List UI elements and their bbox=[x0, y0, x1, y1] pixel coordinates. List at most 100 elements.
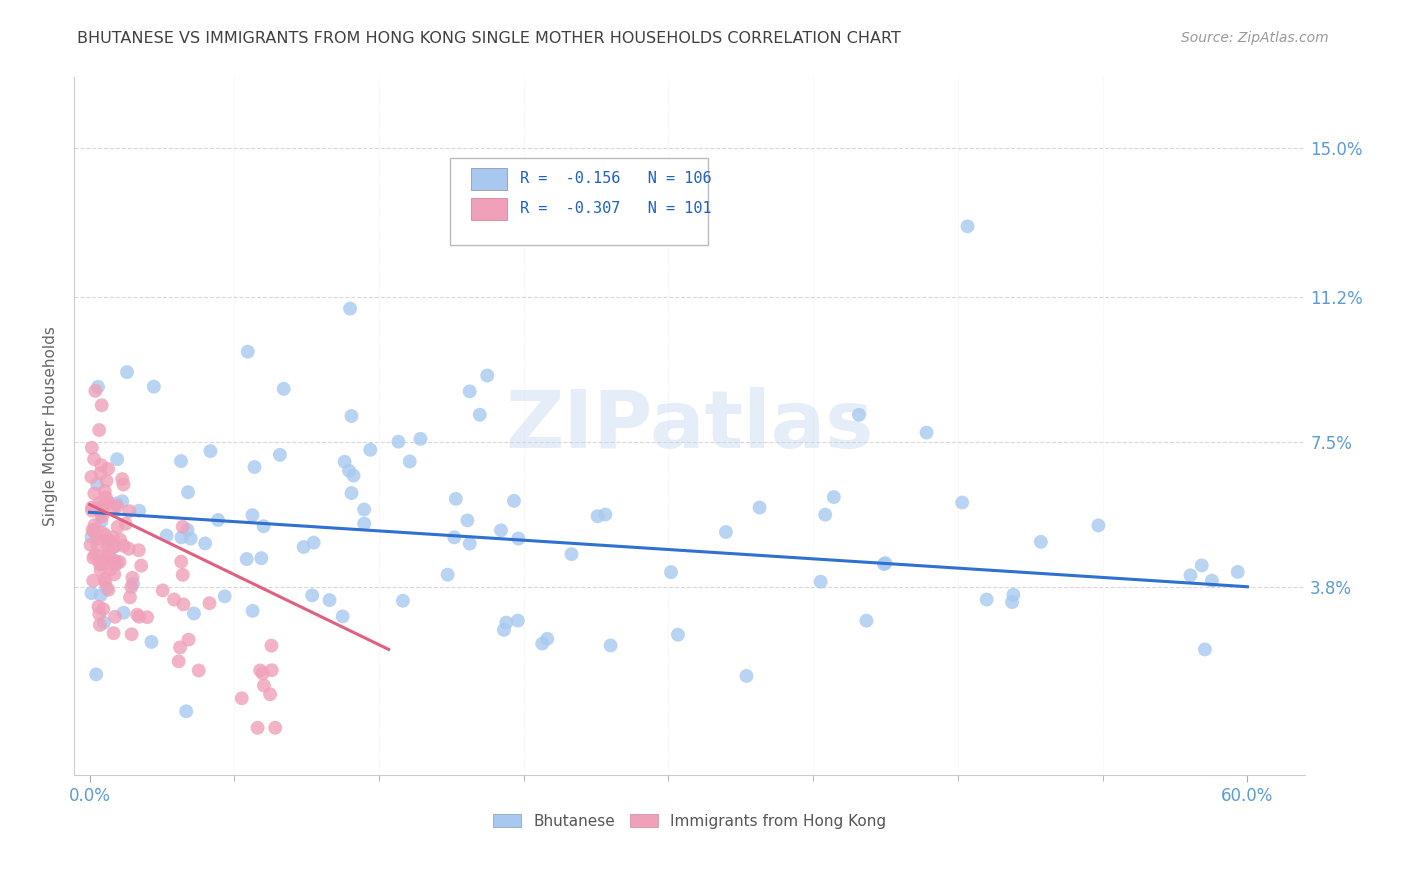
Point bbox=[318, 593, 340, 607]
Text: R =  -0.307   N = 101: R = -0.307 N = 101 bbox=[520, 201, 711, 216]
Point bbox=[89, 423, 111, 437]
Point bbox=[80, 441, 103, 455]
Point bbox=[94, 490, 117, 504]
Point bbox=[353, 502, 375, 516]
Point bbox=[177, 632, 200, 647]
Point bbox=[735, 669, 758, 683]
Point bbox=[489, 524, 512, 538]
Point bbox=[98, 533, 121, 548]
Point bbox=[112, 477, 135, 491]
Point bbox=[90, 502, 112, 516]
Point bbox=[163, 592, 186, 607]
Text: R =  -0.156   N = 106: R = -0.156 N = 106 bbox=[520, 171, 711, 186]
Point bbox=[976, 592, 998, 607]
Point bbox=[89, 549, 111, 564]
Point bbox=[115, 365, 138, 379]
Point bbox=[250, 551, 273, 566]
Point bbox=[91, 501, 114, 516]
Point bbox=[956, 219, 979, 234]
Point bbox=[80, 500, 103, 515]
Point bbox=[156, 528, 179, 542]
Point bbox=[103, 567, 125, 582]
Point bbox=[121, 627, 143, 641]
Point bbox=[93, 615, 115, 630]
Point bbox=[337, 464, 360, 478]
Point bbox=[176, 523, 198, 537]
Point bbox=[89, 607, 111, 621]
Point bbox=[183, 607, 205, 621]
Point bbox=[90, 458, 112, 472]
Point bbox=[82, 523, 104, 537]
Point bbox=[242, 604, 264, 618]
Point bbox=[90, 563, 112, 577]
Point bbox=[260, 663, 283, 677]
Point bbox=[560, 547, 582, 561]
Point bbox=[90, 503, 112, 517]
Point bbox=[94, 528, 117, 542]
Point bbox=[101, 530, 124, 544]
Bar bbox=[471, 198, 508, 220]
Point bbox=[80, 503, 103, 517]
Point bbox=[108, 555, 131, 569]
Point bbox=[104, 557, 127, 571]
Point bbox=[436, 567, 458, 582]
Point bbox=[105, 555, 128, 569]
Point bbox=[83, 524, 105, 538]
Point bbox=[1087, 518, 1109, 533]
Point bbox=[340, 409, 363, 423]
Point bbox=[823, 490, 845, 504]
Point bbox=[1191, 558, 1213, 573]
Point bbox=[873, 557, 896, 571]
Point bbox=[86, 539, 108, 553]
Point bbox=[748, 500, 770, 515]
Point bbox=[112, 539, 135, 553]
Point bbox=[714, 524, 737, 539]
Point bbox=[468, 408, 491, 422]
Point bbox=[90, 514, 112, 528]
Point bbox=[458, 384, 481, 399]
Point bbox=[152, 583, 174, 598]
Point bbox=[83, 452, 105, 467]
Point bbox=[392, 593, 415, 607]
Point bbox=[96, 581, 118, 595]
FancyBboxPatch shape bbox=[450, 158, 709, 244]
Point bbox=[84, 384, 107, 398]
Point bbox=[83, 518, 105, 533]
Point bbox=[128, 609, 150, 624]
Point bbox=[177, 485, 200, 500]
Point bbox=[104, 609, 127, 624]
Point bbox=[301, 588, 323, 602]
Point bbox=[89, 467, 111, 481]
Point bbox=[398, 454, 420, 468]
Point bbox=[1226, 565, 1249, 579]
Point bbox=[260, 639, 283, 653]
Point bbox=[503, 494, 526, 508]
Point bbox=[86, 532, 108, 546]
Point bbox=[194, 536, 217, 550]
Point bbox=[1002, 588, 1025, 602]
Text: BHUTANESE VS IMMIGRANTS FROM HONG KONG SINGLE MOTHER HOUSEHOLDS CORRELATION CHAR: BHUTANESE VS IMMIGRANTS FROM HONG KONG S… bbox=[77, 31, 901, 46]
Point bbox=[359, 442, 381, 457]
Point bbox=[89, 618, 111, 632]
Point bbox=[80, 586, 103, 600]
Point bbox=[83, 548, 105, 562]
Point bbox=[91, 525, 114, 540]
Point bbox=[477, 368, 499, 383]
Point bbox=[531, 636, 554, 650]
Point bbox=[79, 538, 101, 552]
Point bbox=[242, 508, 264, 523]
Point bbox=[659, 565, 682, 579]
Point bbox=[129, 558, 152, 573]
Point bbox=[112, 606, 135, 620]
Point bbox=[82, 550, 104, 565]
Point bbox=[87, 380, 110, 394]
Point bbox=[174, 704, 197, 718]
Point bbox=[333, 455, 356, 469]
Point bbox=[207, 513, 229, 527]
Point bbox=[96, 474, 118, 488]
Point bbox=[875, 556, 897, 570]
Point bbox=[1194, 642, 1216, 657]
Point bbox=[848, 408, 870, 422]
Point bbox=[128, 543, 150, 558]
Point bbox=[214, 590, 236, 604]
